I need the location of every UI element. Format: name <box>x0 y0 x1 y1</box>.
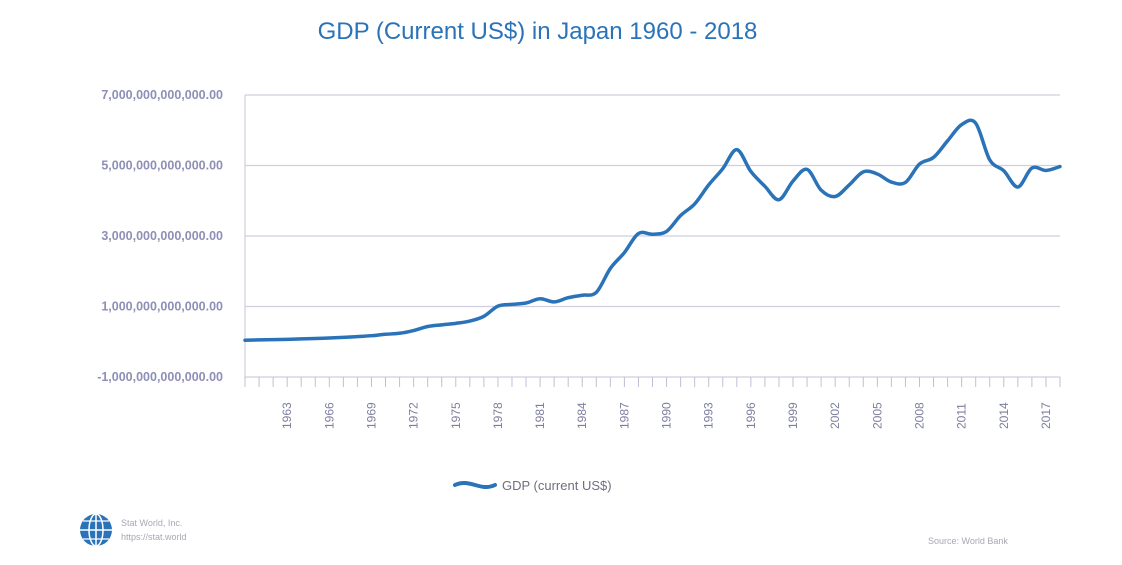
x-tick-label: 2014 <box>997 402 1011 429</box>
x-tick-label: 1984 <box>575 402 589 429</box>
footer-brand: Stat World, Inc. https://stat.world <box>80 513 187 547</box>
x-tick-label: 1981 <box>533 402 547 429</box>
legend-label: GDP (current US$) <box>502 478 612 493</box>
x-tick-label: 1990 <box>660 402 674 429</box>
y-tick-label: 3,000,000,000,000.00 <box>101 229 223 243</box>
x-tick-label: 2002 <box>828 402 842 429</box>
x-tick-label: 1969 <box>364 402 378 429</box>
chart-title: GDP (Current US$) in Japan 1960 - 2018 <box>317 18 758 45</box>
y-tick-label: -1,000,000,000,000.00 <box>97 370 223 384</box>
globe-icon <box>80 513 112 547</box>
source-note: Source: World Bank <box>928 536 1008 546</box>
x-tick-label: 2008 <box>912 402 926 429</box>
x-tick-label: 2011 <box>955 403 969 429</box>
x-tick-label: 2017 <box>1039 402 1053 429</box>
x-tick-label: 1966 <box>322 402 336 429</box>
x-tick-label: 1972 <box>407 402 421 429</box>
x-tick-label: 1975 <box>449 402 463 429</box>
series-line-gdp[interactable] <box>243 118 1062 342</box>
x-tick-label: 1963 <box>280 402 294 429</box>
x-tick-label: 2005 <box>870 402 884 429</box>
x-tick-label: 1996 <box>744 402 758 429</box>
y-tick-label: 1,000,000,000,000.00 <box>101 300 223 314</box>
x-tick-label: 1999 <box>786 402 800 429</box>
series-layer <box>243 118 1062 342</box>
x-axis-ticks: 1963 1966 1969 1972 1975 1978 1981 1984 1987 1990… <box>244 377 1061 429</box>
x-tick-label: 1987 <box>617 402 631 429</box>
x-tick-label: 1978 <box>491 402 505 429</box>
y-tick-label: 7,000,000,000,000.00 <box>101 88 223 102</box>
brand-name: Stat World, Inc. <box>121 518 182 528</box>
brand-url: https://stat.world <box>121 532 187 542</box>
legend-swatch <box>453 481 497 489</box>
y-axis-ticks: -1,000,000,000,000.00 1,000,000,000,000.0… <box>97 88 223 384</box>
legend[interactable]: GDP (current US$) <box>453 478 612 493</box>
grid-lines <box>244 94 1060 379</box>
x-tick-label: 1993 <box>702 402 716 429</box>
y-tick-label: 5,000,000,000,000.00 <box>101 159 223 173</box>
